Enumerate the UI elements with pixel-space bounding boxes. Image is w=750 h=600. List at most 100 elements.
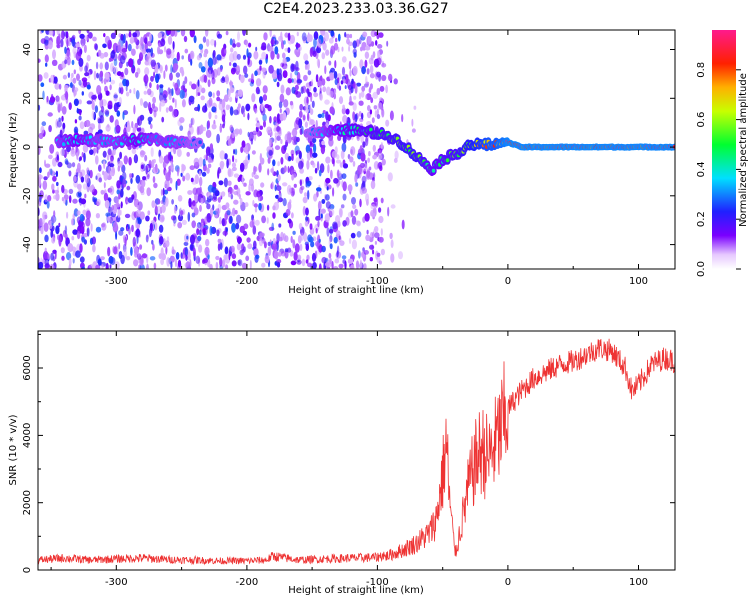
- noise-speckle: [374, 232, 380, 239]
- noise-speckle: [223, 94, 229, 102]
- noise-speckle: [110, 50, 115, 59]
- noise-speckle: [44, 39, 49, 46]
- noise-speckle: [173, 205, 177, 214]
- noise-speckle: [249, 259, 252, 269]
- noise-speckle: [105, 124, 111, 132]
- y-tick-label: 6000: [22, 355, 33, 380]
- noise-speckle: [107, 216, 111, 222]
- noise-speckle: [44, 247, 47, 253]
- noise-speckle: [159, 214, 165, 223]
- noise-speckle: [302, 205, 306, 216]
- noise-speckle: [46, 95, 49, 103]
- noise-speckle: [305, 207, 309, 216]
- noise-speckle: [235, 92, 238, 99]
- noise-speckle: [55, 170, 59, 177]
- noise-speckle: [359, 37, 362, 45]
- noise-speckle: [267, 241, 271, 246]
- noise-speckle: [219, 150, 226, 160]
- noise-speckle: [104, 199, 110, 209]
- noise-speckle: [175, 87, 181, 96]
- noise-speckle: [100, 115, 103, 124]
- noise-speckle: [230, 47, 234, 53]
- noise-speckle: [258, 163, 262, 173]
- x-tick-label: -200: [236, 577, 259, 588]
- noise-speckle: [241, 175, 244, 185]
- noise-speckle: [359, 259, 362, 269]
- noise-speckle: [334, 258, 340, 264]
- noise-speckle: [284, 249, 289, 259]
- noise-speckle: [147, 40, 152, 47]
- noise-speckle: [315, 119, 318, 130]
- colorbar-ticks: 0.0 0.2 0.4 0.6 0.8: [696, 62, 741, 277]
- noise-speckle: [181, 219, 187, 225]
- noise-speckle: [236, 243, 242, 251]
- noise-speckle: [191, 83, 197, 90]
- noise-speckle: [335, 159, 342, 164]
- noise-speckle: [389, 110, 394, 121]
- noise-speckle: [287, 201, 292, 211]
- noise-speckle: [189, 30, 195, 38]
- noise-speckle: [207, 57, 213, 68]
- noise-speckle: [160, 258, 165, 266]
- noise-speckle: [150, 47, 153, 57]
- noise-speckle: [385, 119, 390, 127]
- noise-speckle: [145, 48, 152, 54]
- noise-speckle: [219, 216, 222, 225]
- noise-speckle: [144, 60, 150, 66]
- noise-speckle: [72, 47, 77, 55]
- noise-speckle: [136, 253, 142, 260]
- noise-speckle: [103, 192, 109, 202]
- noise-speckle: [233, 148, 236, 155]
- noise-speckle: [159, 64, 163, 74]
- noise-speckle: [271, 181, 274, 190]
- noise-speckle: [133, 87, 136, 95]
- noise-speckle: [387, 206, 390, 217]
- y-tick-label: 20: [22, 92, 33, 105]
- noise-speckle: [377, 44, 383, 49]
- ridge-point: [62, 142, 66, 147]
- ridge-point: [445, 158, 450, 163]
- noise-speckle: [225, 104, 230, 111]
- noise-speckle: [305, 243, 309, 251]
- noise-speckle: [196, 84, 203, 93]
- noise-speckle: [114, 42, 117, 53]
- noise-speckle: [370, 41, 375, 47]
- noise-speckle: [230, 193, 234, 200]
- noise-speckle: [369, 73, 375, 79]
- noise-speckle: [81, 151, 84, 158]
- noise-speckle: [202, 158, 206, 167]
- noise-speckle: [366, 229, 369, 235]
- noise-speckle: [270, 39, 275, 45]
- noise-speckle: [117, 165, 121, 172]
- spectrogram-xlabel: Height of straight line (km): [288, 285, 424, 296]
- x-tick-label: 100: [629, 276, 648, 287]
- noise-speckle: [296, 31, 299, 37]
- noise-speckle: [264, 255, 270, 264]
- noise-speckle: [120, 188, 124, 198]
- noise-speckle: [304, 121, 308, 128]
- noise-speckle: [81, 43, 84, 48]
- noise-speckle: [194, 106, 200, 112]
- noise-speckle: [352, 40, 357, 49]
- noise-speckle: [348, 237, 352, 244]
- noise-speckle: [318, 208, 321, 218]
- noise-speckle: [215, 255, 220, 261]
- noise-speckle: [118, 82, 123, 88]
- noise-speckle: [276, 81, 280, 88]
- noise-speckle: [139, 52, 143, 61]
- colorbar-tick-label: 0.4: [696, 161, 707, 177]
- noise-speckle: [250, 138, 254, 145]
- noise-speckle: [81, 236, 86, 243]
- x-tick-label: -100: [366, 276, 389, 287]
- noise-speckle: [103, 160, 106, 170]
- noise-speckle: [355, 220, 361, 226]
- noise-speckle: [351, 78, 354, 84]
- y-tick-label: 4000: [22, 423, 33, 448]
- noise-speckle: [67, 72, 71, 78]
- y-tick-label: 0: [22, 567, 33, 573]
- noise-speckle: [97, 129, 103, 134]
- colorbar-tick-label: 0.6: [696, 112, 707, 128]
- noise-speckle: [136, 127, 142, 132]
- noise-speckle: [350, 232, 356, 239]
- noise-speckle: [51, 59, 58, 66]
